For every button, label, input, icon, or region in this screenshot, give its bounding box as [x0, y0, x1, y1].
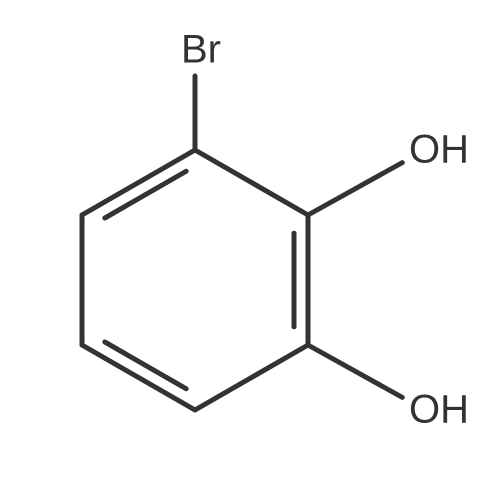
molecule-diagram: Br OH OH — [0, 0, 500, 500]
br-label: Br — [181, 28, 221, 72]
o1-label: OH — [409, 128, 469, 172]
o2-label: OH — [409, 388, 469, 432]
